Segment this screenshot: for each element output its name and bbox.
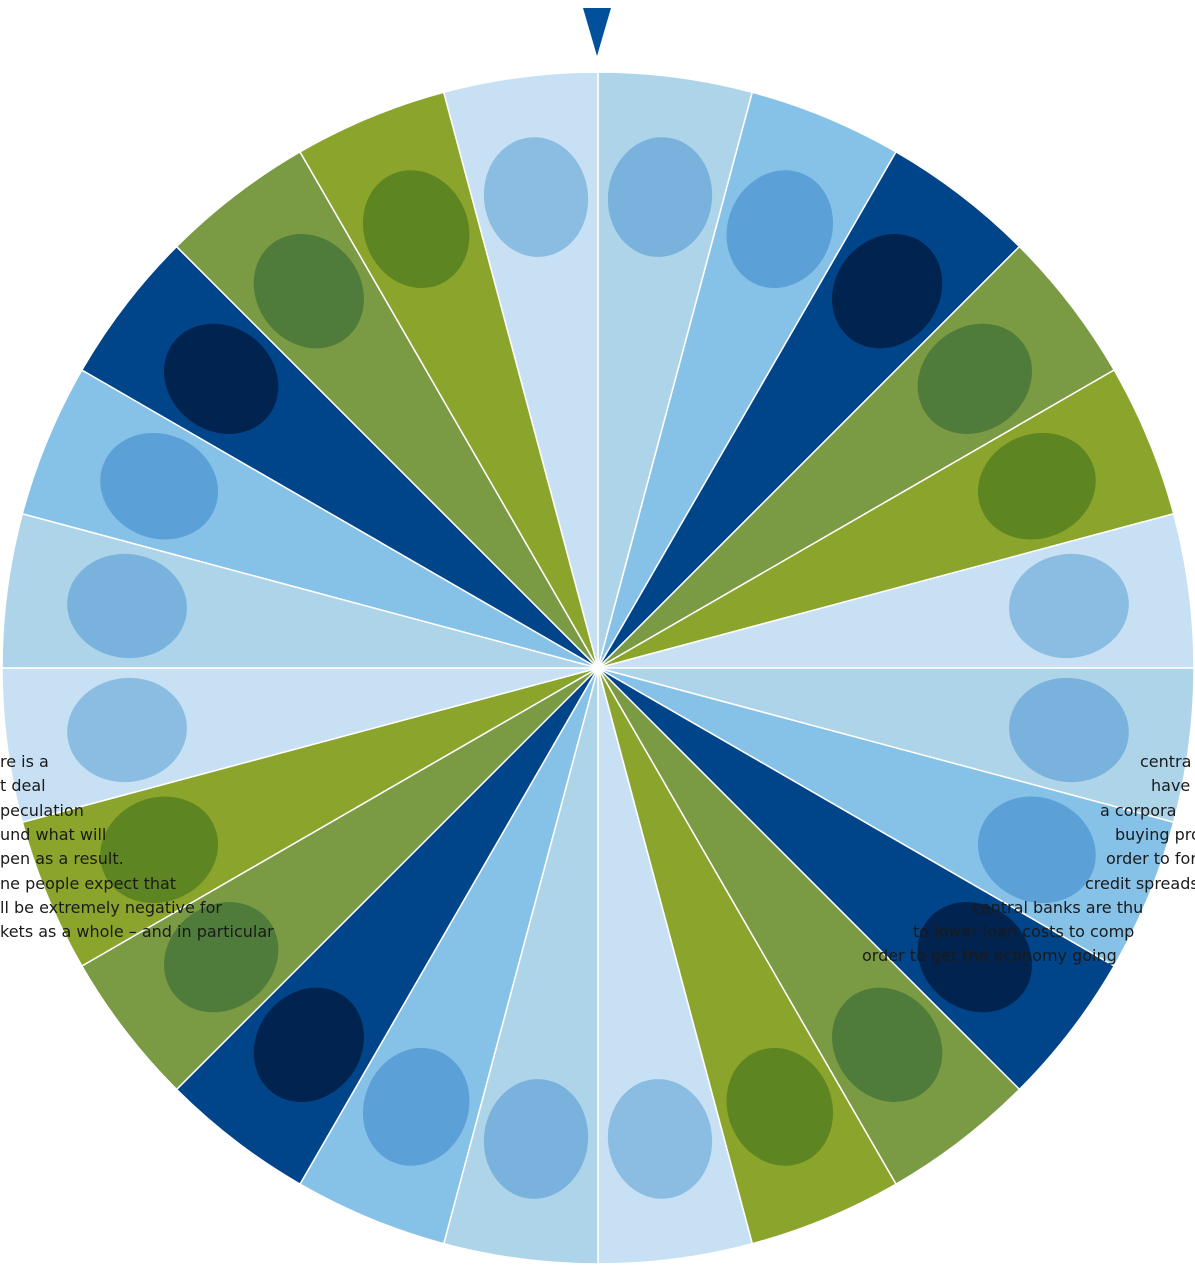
text-line: credit spreads. T [1085,874,1195,894]
text-line: order to get the economy going [862,946,1117,966]
text-line: t deal [0,776,46,796]
text-line: a corpora [1100,801,1176,821]
text-line: buying pro [1115,825,1195,845]
text-line: have i [1151,776,1195,796]
text-line: to lower loan costs to comp [913,922,1134,942]
text-line: re is a [0,752,49,772]
text-line: pen as a result. [0,849,124,869]
text-line: ll be extremely negative for [0,898,222,918]
text-line: kets as a whole – and in particular [0,922,274,942]
text-line: ne people expect that [0,874,176,894]
text-line: centra [1140,752,1191,772]
page: re is a t deal peculation und what will pen … [0,0,1195,1265]
pointer [583,8,611,56]
text-line: und what will [0,825,106,845]
text-line: peculation [0,801,84,821]
wheel [0,0,1195,1265]
text-line: central banks are thu [972,898,1143,918]
